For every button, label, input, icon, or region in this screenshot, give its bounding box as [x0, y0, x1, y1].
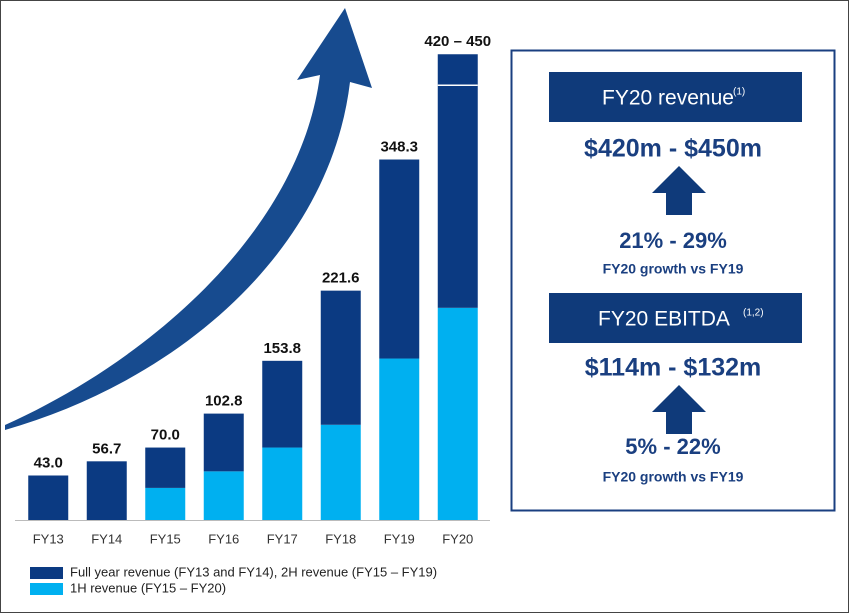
bar-segment [203, 413, 244, 472]
total-label: 420 – 450 [424, 33, 491, 50]
up-arrow [652, 385, 706, 434]
panel-title-box [549, 293, 802, 343]
bar-segment [320, 424, 361, 520]
panel-caption: FY20 growth vs FY19 [603, 469, 744, 485]
total-label: 102.8 [205, 393, 243, 410]
panel-border [510, 49, 836, 512]
bar-segment [145, 487, 186, 520]
panel-note: (1,2) [743, 308, 764, 319]
panel-value: $420m - $450m [584, 135, 762, 163]
panel-growth: 5% - 22% [625, 434, 720, 459]
bar-segment [28, 475, 69, 520]
bar-segment [145, 447, 186, 488]
legend-swatch [30, 567, 63, 579]
panel-title: FY20 revenue [602, 87, 734, 110]
x-tick-label: FY17 [267, 531, 298, 546]
range-segment [437, 54, 478, 86]
x-tick-label: FY16 [208, 531, 239, 546]
panel-note: (1) [733, 87, 745, 98]
total-label: 348.3 [380, 138, 418, 155]
bar-segment [86, 461, 127, 520]
legend-label: Full year revenue (FY13 and FY14), 2H re… [70, 564, 437, 579]
x-tick-label: FY15 [150, 531, 181, 546]
total-label: 70.0 [151, 427, 180, 444]
bar-segment [262, 360, 303, 448]
total-label: 221.6 [322, 270, 360, 287]
x-tick-label: FY18 [325, 531, 356, 546]
x-tick-label: FY13 [33, 531, 64, 546]
up-arrow [652, 166, 706, 215]
x-tick-label: FY20 [442, 531, 473, 546]
total-label: 43.0 [34, 454, 63, 471]
bar-segment [203, 471, 244, 520]
panel-title: FY20 EBITDA [598, 308, 730, 331]
panel-title-box [549, 72, 802, 122]
panel-value: $114m - $132m [585, 354, 762, 382]
panel-growth: 21% - 29% [619, 228, 727, 253]
bar-segment [437, 307, 478, 520]
bar-segment [437, 85, 478, 308]
bar-segment [379, 358, 420, 520]
total-label: 56.7 [92, 440, 121, 457]
bar-segment [262, 447, 303, 520]
x-tick-label: FY19 [384, 531, 415, 546]
x-tick-label: FY14 [91, 531, 122, 546]
panel-caption: FY20 growth vs FY19 [603, 261, 744, 277]
bar-segment [379, 159, 420, 359]
legend-label: 1H revenue (FY15 – FY20) [70, 580, 226, 595]
total-label: 153.8 [263, 340, 301, 357]
growth-arrow [5, 8, 372, 430]
legend-swatch [30, 583, 63, 595]
bar-segment [320, 290, 361, 425]
